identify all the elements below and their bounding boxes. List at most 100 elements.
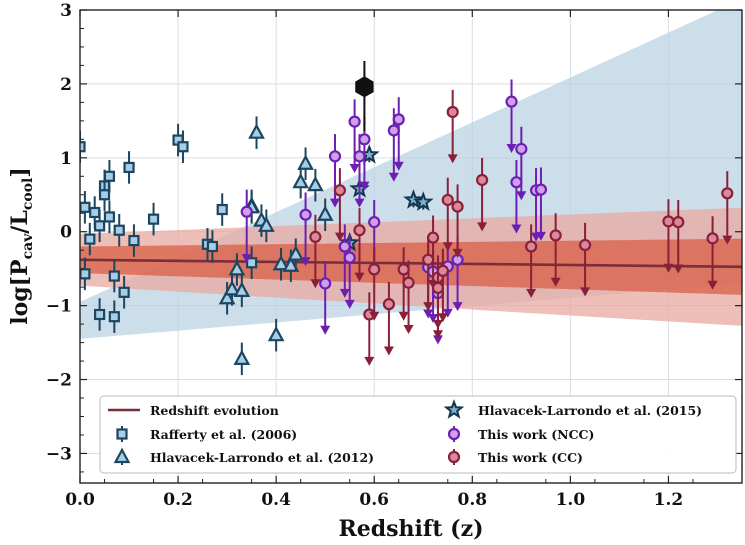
ncc-point: [353, 150, 366, 163]
upper-limit-arrow: [535, 231, 546, 241]
rafferty-point: [80, 141, 86, 153]
upper-limit-arrow: [477, 222, 488, 232]
upper-limit-arrow: [344, 299, 355, 309]
upper-limit-arrow: [310, 279, 321, 289]
legend-marker-ncc: [447, 427, 461, 441]
hlavacek-2012-point: [218, 288, 236, 305]
rafferty-point: [147, 213, 160, 225]
rafferty-point: [103, 170, 116, 182]
hlavacek-2012-point: [233, 349, 251, 365]
upper-limit-arrow: [722, 235, 733, 245]
upper-limit-arrow: [339, 288, 350, 298]
upper-limit-arrow: [241, 254, 252, 264]
cc-point: [309, 230, 322, 243]
upper-limit-arrow: [516, 191, 527, 201]
upper-limit-arrow: [300, 257, 311, 267]
cc-point: [397, 263, 410, 276]
upper-limit-arrow: [442, 242, 453, 252]
ncc-point: [368, 216, 381, 229]
upper-limit-arrow: [452, 302, 463, 312]
cc-point: [706, 232, 719, 245]
rafferty-point: [94, 308, 106, 321]
cc-point: [549, 229, 562, 242]
y-axis-title-mid: /L: [7, 210, 33, 234]
y-tick-label: −3: [46, 444, 72, 464]
fit-line-layer: [80, 258, 742, 269]
legend-box: [99, 395, 737, 474]
hlavacek-2012-point: [228, 260, 246, 276]
hlavacek-2012-point: [287, 245, 305, 261]
hlavacek-2012-point: [272, 254, 290, 271]
legend: Redshift evolution Rafferty et al. (2006…: [99, 395, 737, 474]
redshift-evolution-line: [80, 258, 742, 269]
cc-point: [446, 105, 459, 119]
series-rafferty: [80, 123, 258, 333]
legend-label-hlavacek-2015: Hlavacek-Larrondo et al. (2015): [478, 403, 702, 418]
upper-limit-arrow: [388, 172, 399, 182]
rafferty-point: [80, 201, 91, 213]
cc-point: [431, 281, 445, 294]
upper-limit-arrow: [550, 277, 561, 287]
x-tick-label: 0.8: [458, 490, 488, 510]
ncc-point: [510, 176, 523, 189]
cc-point: [441, 193, 454, 207]
upper-limit-arrow: [428, 313, 439, 323]
x-tick-label: 0.2: [163, 490, 193, 510]
rafferty-point: [89, 206, 101, 219]
hlavacek-2012-point: [257, 216, 275, 232]
legend-markers: [108, 399, 465, 465]
ncc-point: [534, 183, 548, 196]
cc-point: [672, 216, 685, 229]
y-tick-label: 1: [60, 149, 72, 169]
upper-limit-arrow: [580, 287, 591, 297]
upper-limit-arrow: [383, 346, 394, 356]
y-tick-label: 0: [60, 223, 72, 243]
upper-limit-arrow: [349, 163, 360, 173]
upper-limit-arrow: [663, 263, 674, 273]
ncc-point: [338, 240, 351, 253]
upper-limit-arrow: [334, 232, 345, 242]
upper-limit-arrow: [506, 143, 517, 153]
legend-label-cc: This work (CC): [478, 450, 583, 465]
cc-point: [333, 184, 346, 197]
upper-limit-arrow: [398, 311, 409, 321]
plot-frame: [79, 9, 743, 484]
cc-point: [662, 215, 675, 228]
ncc-point: [240, 205, 253, 218]
hlavacek-2012-point: [297, 154, 314, 170]
ncc-point: [328, 150, 342, 163]
y-tick-label: 3: [60, 1, 72, 21]
x-axis-title: Redshift (z): [339, 516, 484, 542]
ncc-point: [343, 251, 356, 264]
legend-label-hlavacek-2012: Hlavacek-Larrondo et al. (2012): [150, 450, 374, 465]
rafferty-point: [128, 234, 140, 247]
upper-limit-arrow: [437, 313, 448, 323]
ncc-point: [392, 113, 405, 126]
hlavacek-2012-point: [223, 280, 241, 296]
upper-limit-arrow: [354, 272, 365, 282]
cc-point: [451, 200, 464, 213]
rafferty-point: [123, 161, 135, 174]
legend-marker-rafferty: [116, 428, 128, 440]
ncc-point: [319, 277, 332, 290]
y-tick-label: −1: [46, 297, 72, 317]
cc-point: [353, 224, 366, 237]
y-axis-title-sub-cool: cool: [20, 178, 36, 211]
cc-point: [436, 264, 449, 277]
upper-limit-arrow: [329, 198, 340, 208]
rafferty-point: [94, 220, 106, 232]
upper-limit-arrow: [447, 154, 458, 164]
rafferty-point: [118, 286, 130, 298]
y-tick-label: −2: [46, 371, 72, 391]
y-axis-title: log[Pcav/Lcool]: [7, 167, 36, 325]
x-tick-label: 1.2: [654, 490, 684, 510]
inner-fit-band: [80, 238, 742, 295]
rafferty-point: [98, 189, 111, 201]
rafferty-point: [84, 233, 96, 245]
x-tick-label: 0.4: [261, 490, 291, 510]
hlavacek-2012-point: [267, 325, 285, 342]
highlighted-point: [355, 76, 374, 98]
upper-limit-arrow: [673, 264, 684, 274]
